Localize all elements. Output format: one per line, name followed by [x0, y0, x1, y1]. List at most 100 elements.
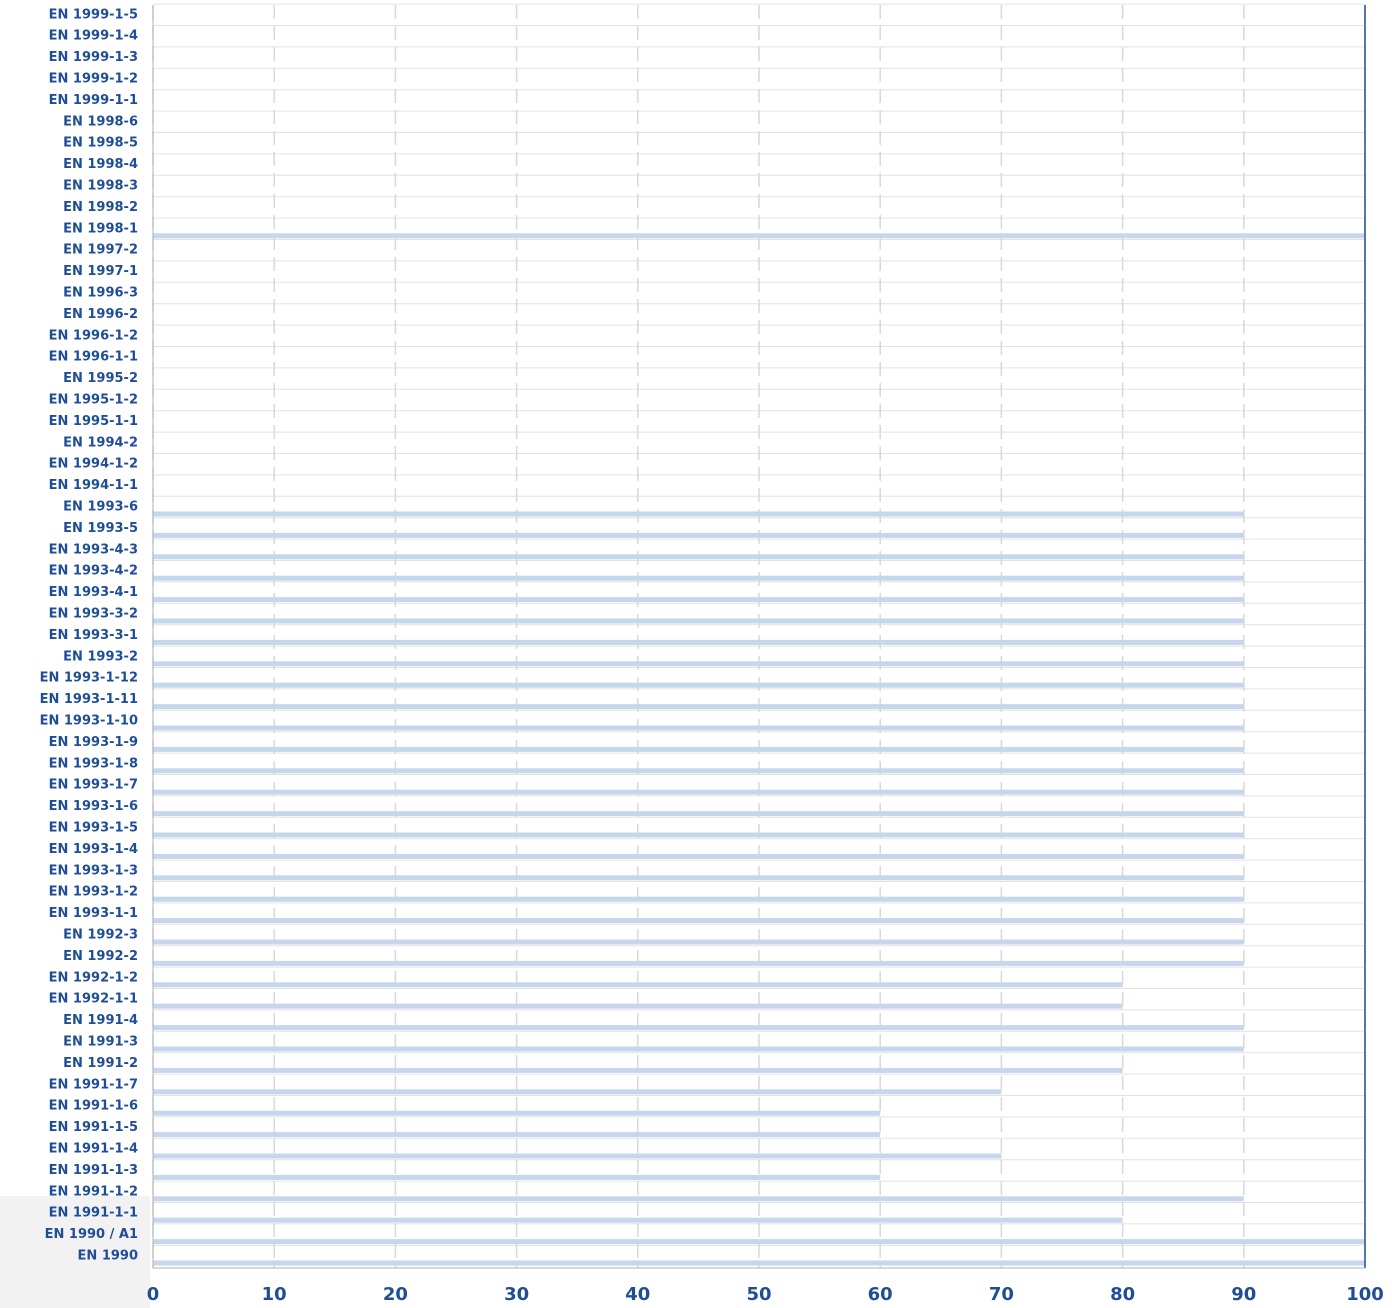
bar: [153, 725, 1244, 731]
bar: [153, 597, 1244, 603]
y-tick-label: EN 1993-4-1: [49, 585, 138, 600]
y-tick-label: EN 1998-4: [63, 157, 138, 172]
bar: [153, 575, 1244, 581]
y-tick-label: EN 1991-1-7: [49, 1077, 138, 1092]
x-tick-label: 100: [1346, 1284, 1384, 1305]
bar: [153, 939, 1244, 945]
x-tick-label: 30: [504, 1284, 529, 1305]
bar: [153, 789, 1244, 795]
y-tick-label: EN 1991-3: [63, 1035, 138, 1050]
y-tick-label: EN 1999-1-4: [49, 29, 138, 44]
y-tick-label: EN 1993-3-2: [49, 607, 138, 622]
y-tick-label: EN 1995-2: [63, 371, 138, 386]
y-tick-label: EN 1997-2: [63, 243, 138, 258]
bar: [153, 1153, 1002, 1159]
y-tick-label: EN 1999-1-5: [49, 7, 138, 22]
y-tick-label: EN 1993-1-11: [40, 692, 138, 707]
y-tick-label: EN 1993-2: [63, 649, 138, 664]
y-tick-label: EN 1996-1-2: [49, 328, 138, 343]
x-tick-label: 60: [868, 1284, 893, 1305]
y-tick-label: EN 1996-3: [63, 286, 138, 301]
y-tick-label: EN 1993-1-3: [49, 863, 138, 878]
bar: [153, 1239, 1365, 1245]
bar: [153, 960, 1244, 966]
bar: [153, 1003, 1123, 1009]
y-tick-label: EN 1998-3: [63, 179, 138, 194]
bar: [153, 982, 1123, 988]
bar: [153, 746, 1244, 752]
y-tick-label: EN 1994-2: [63, 435, 138, 450]
y-tick-label: EN 1993-1-2: [49, 885, 138, 900]
bar: [153, 1089, 1002, 1095]
bar: [153, 811, 1244, 817]
y-tick-label: EN 1991-1-1: [49, 1206, 138, 1221]
y-tick-label: EN 1993-1-10: [40, 714, 138, 729]
y-tick-label: EN 1998-5: [63, 136, 138, 151]
y-tick-label: EN 1994-1-1: [49, 478, 138, 493]
bar: [153, 511, 1244, 517]
y-tick-label: EN 1996-1-1: [49, 350, 138, 365]
bar: [153, 618, 1244, 624]
overlay-panel: [0, 1196, 150, 1308]
bar: [153, 832, 1244, 838]
y-tick-label: EN 1998-2: [63, 200, 138, 215]
bar: [153, 1025, 1244, 1031]
y-tick-label: EN 1993-6: [63, 500, 138, 515]
x-tick-label: 80: [1110, 1284, 1135, 1305]
y-tick-label: EN 1990: [78, 1249, 138, 1264]
y-tick-label: EN 1999-1-1: [49, 93, 138, 108]
bar: [153, 1196, 1244, 1202]
bar: [153, 1174, 881, 1180]
y-tick-label: EN 1992-1-1: [49, 992, 138, 1007]
y-tick-label: EN 1993-1-6: [49, 799, 138, 814]
y-tick-label: EN 1991-4: [63, 1013, 138, 1028]
y-tick-label: EN 1991-1-4: [49, 1142, 138, 1157]
y-tick-label: EN 1993-1-9: [49, 735, 138, 750]
y-tick-label: EN 1993-1-4: [49, 842, 138, 857]
bar: [153, 918, 1244, 924]
y-tick-label: EN 1997-1: [63, 264, 138, 279]
bar: [153, 532, 1244, 538]
y-tick-label: EN 1998-1: [63, 221, 138, 236]
y-tick-label: EN 1992-2: [63, 949, 138, 964]
bar: [153, 896, 1244, 902]
x-tick-label: 50: [746, 1284, 771, 1305]
bar: [153, 639, 1244, 645]
y-tick-label: EN 1992-1-2: [49, 970, 138, 985]
y-tick-label: EN 1990 / A1: [45, 1227, 138, 1242]
bar: [153, 875, 1244, 881]
y-tick-label: EN 1993-3-1: [49, 628, 138, 643]
x-tick-label: 10: [262, 1284, 287, 1305]
bar: [153, 1260, 1365, 1266]
x-tick-label: 70: [989, 1284, 1014, 1305]
bar: [153, 1046, 1244, 1052]
y-tick-label: EN 1991-1-6: [49, 1099, 138, 1114]
bar: [153, 853, 1244, 859]
y-tick-label: EN 1991-1-3: [49, 1163, 138, 1178]
y-tick-label: EN 1994-1-2: [49, 457, 138, 472]
y-tick-label: EN 1991-2: [63, 1056, 138, 1071]
bar: [153, 1132, 881, 1138]
y-tick-label: EN 1998-6: [63, 114, 138, 129]
bar: [153, 233, 1365, 239]
y-tick-label: EN 1993-1-5: [49, 821, 138, 836]
bar: [153, 682, 1244, 688]
y-tick-label: EN 1993-1-7: [49, 778, 138, 793]
y-tick-label: EN 1991-1-5: [49, 1120, 138, 1135]
y-tick-label: EN 1995-1-2: [49, 393, 138, 408]
x-tick-label: 20: [383, 1284, 408, 1305]
x-tick-label: 0: [147, 1284, 160, 1305]
x-tick-label: 90: [1231, 1284, 1256, 1305]
y-tick-label: EN 1999-1-3: [49, 50, 138, 65]
y-tick-label: EN 1993-1-12: [40, 671, 138, 686]
y-tick-label: EN 1991-1-2: [49, 1184, 138, 1199]
y-tick-label: EN 1996-2: [63, 307, 138, 322]
y-tick-label: EN 1992-3: [63, 928, 138, 943]
bar: [153, 661, 1244, 667]
bar: [153, 768, 1244, 774]
y-tick-label: EN 1995-1-1: [49, 414, 138, 429]
y-tick-label: EN 1993-1-8: [49, 756, 138, 771]
bar: [153, 1067, 1123, 1073]
bar: [153, 704, 1244, 710]
